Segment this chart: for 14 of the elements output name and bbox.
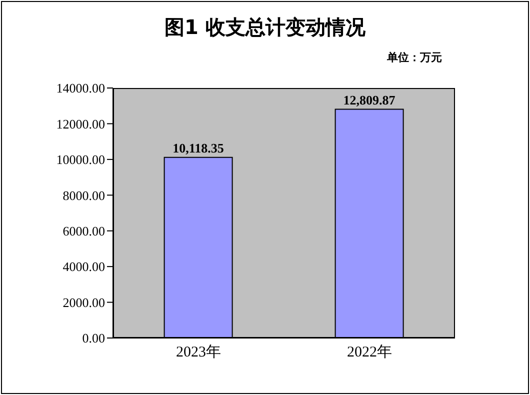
y-tick-label: 6000.00 xyxy=(62,223,105,238)
y-tick-label: 8000.00 xyxy=(62,188,105,203)
y-tick-label: 12000.00 xyxy=(56,116,105,132)
x-tick-label: 2022年 xyxy=(347,344,392,361)
chart-title: 图1 收支总计变动情况 xyxy=(164,14,366,41)
chart-subtitle: 单位：万元 xyxy=(387,50,442,65)
y-tick-label: 0.00 xyxy=(82,330,105,346)
data-label: 10,118.35 xyxy=(172,140,224,156)
data-label: 12,809.87 xyxy=(343,92,396,108)
y-tick-label: 10000.00 xyxy=(56,152,105,168)
y-tick-label: 14000.00 xyxy=(56,80,105,96)
y-tick-label: 2000.00 xyxy=(62,294,105,310)
x-tick-label: 2023年 xyxy=(176,344,221,361)
y-tick-label: 4000.00 xyxy=(62,259,105,274)
